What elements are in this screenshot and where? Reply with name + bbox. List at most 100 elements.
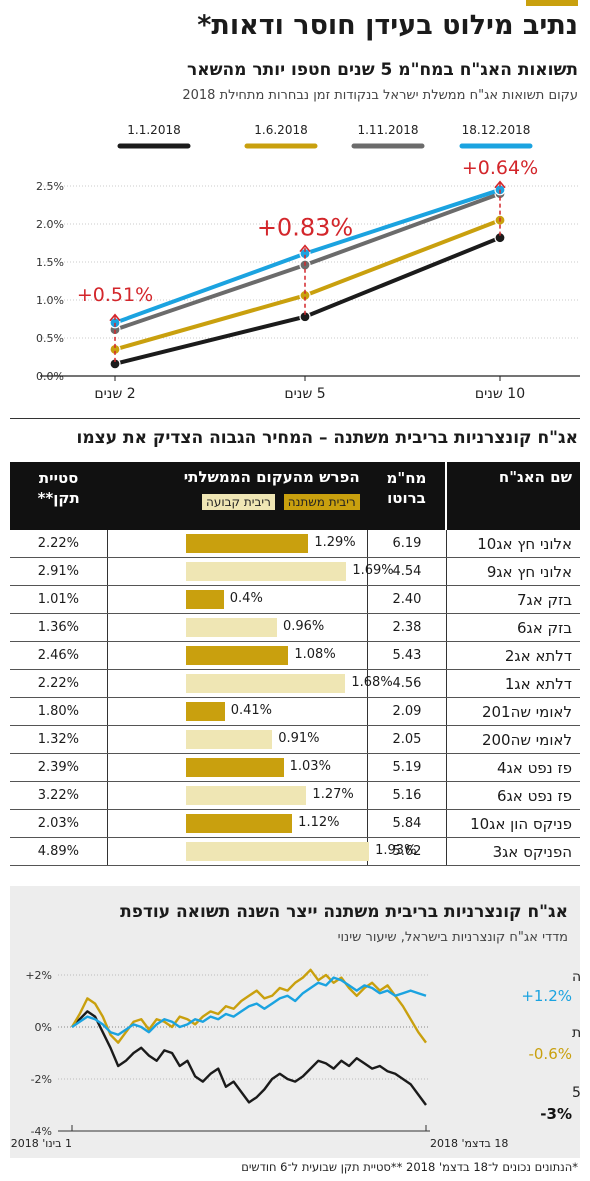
diff-label: 1.69% bbox=[352, 563, 394, 578]
bond-name: דלתא אג1 bbox=[445, 669, 580, 698]
bond-diff-cell: 0.41% bbox=[106, 697, 368, 726]
legend-label-1: 1.11.2018 bbox=[357, 123, 418, 137]
y-tick-label: 0.5% bbox=[36, 332, 64, 345]
bond-diff-cell: 1.12% bbox=[106, 809, 368, 838]
bond-gross: 5.19 bbox=[367, 753, 447, 782]
top-chart-subtitle: עקום תשואות אג"ח ממשלת ישראל בנקודות זמן… bbox=[182, 88, 578, 103]
legend-float: ריבית משתנה bbox=[283, 494, 360, 510]
table-row: דלתא אג1 4.56 1.68% 2.22% bbox=[10, 669, 580, 698]
bond-std-dev: 2.22% bbox=[10, 530, 108, 558]
bond-name: הפניקס אג3 bbox=[445, 837, 580, 866]
bond-diff-cell: 1.08% bbox=[106, 641, 368, 670]
diff-bar bbox=[185, 842, 370, 861]
change-annotation: +0.64% bbox=[462, 157, 538, 179]
bond-std-dev: 2.39% bbox=[10, 753, 108, 782]
bond-name: בזק אג6 bbox=[445, 613, 580, 642]
yield-curve-chart: 18.12.20181.11.20181.6.20181.1.20180.0%0… bbox=[36, 123, 580, 402]
bond-gross: 2.09 bbox=[367, 697, 447, 726]
change-arrow-head bbox=[299, 244, 311, 253]
bond-gross: 4.56 bbox=[367, 669, 447, 698]
diff-label: 0.96% bbox=[282, 619, 325, 634]
bond-gross: 5.16 bbox=[367, 781, 447, 810]
diff-bar bbox=[185, 786, 307, 805]
diff-label: 0.91% bbox=[278, 731, 320, 746]
bond-std-dev: 1.80% bbox=[10, 697, 108, 726]
bond-name: פז נפט אג4 bbox=[445, 753, 580, 782]
diff-bar bbox=[185, 814, 293, 833]
bond-name: אלוני חץ אג9 bbox=[445, 557, 580, 586]
top-chart-title: תשואות האג"ח במח"מ 5 שנים חטפו יותר מהשא… bbox=[187, 60, 578, 80]
bond-gross: 2.05 bbox=[367, 725, 447, 754]
table-row: פז נפט אג6 5.16 1.27% 3.22% bbox=[10, 781, 580, 810]
diff-label: 1.29% bbox=[314, 535, 356, 550]
diff-bar bbox=[185, 730, 273, 749]
table-row: בזק אג6 2.38 0.96% 1.36% bbox=[10, 613, 580, 642]
table-row: לאומי שה201 2.09 0.41% 1.80% bbox=[10, 697, 580, 726]
bond-gross: 5.84 bbox=[367, 809, 447, 838]
bond-diff-cell: 1.69% bbox=[106, 557, 394, 586]
table-title: אג"ח קונצרניות בריבית משתנה – המחיר הגבו… bbox=[76, 428, 579, 448]
table-header-row: שם האג"ח מח"מ ברוטו הפרש מהעקום הממשלתי … bbox=[10, 462, 580, 530]
diff-label: 1.08% bbox=[294, 647, 336, 662]
series-label-2: תל בונד שקלי 50 bbox=[572, 1085, 580, 1101]
table-row: אלוני חץ אג10 6.19 1.29% 2.22% bbox=[10, 530, 580, 558]
x-label-end: 18 בדצמ' 2018 bbox=[430, 1137, 508, 1150]
diff-bar bbox=[185, 534, 309, 553]
y-tick-label: 1.0% bbox=[36, 294, 64, 307]
y-tick-label: +2% bbox=[25, 969, 52, 982]
legend-label-3: 1.1.2018 bbox=[127, 123, 180, 137]
x-tick-label: 10 שנים bbox=[475, 386, 525, 402]
bond-diff-cell: 1.29% bbox=[106, 530, 368, 558]
bond-std-dev: 2.03% bbox=[10, 809, 108, 838]
bond-gross: 4.54 bbox=[367, 557, 447, 586]
diff-bar bbox=[185, 646, 289, 665]
bond-std-dev: 2.22% bbox=[10, 669, 108, 698]
bond-name: פניקס הון אג10 bbox=[445, 809, 580, 838]
index-chart-subtitle: מדדי אג"ח קונצרניות בישראל, שיעור שינוי bbox=[337, 930, 568, 945]
bond-gross: 2.40 bbox=[367, 585, 447, 614]
bond-gross: 5.62 bbox=[367, 837, 447, 866]
series-final-1: -0.6% bbox=[528, 1045, 572, 1063]
change-annotation: +0.51% bbox=[77, 284, 153, 306]
table-row: הפניקס אג3 5.62 1.93% 4.89% bbox=[10, 837, 580, 866]
diff-bar bbox=[185, 618, 277, 637]
bond-name: לאומי שה201 bbox=[445, 697, 580, 726]
bond-diff-cell: 1.93% bbox=[106, 837, 416, 866]
y-tick-label: 2.5% bbox=[36, 180, 64, 193]
header-name: שם האג"ח bbox=[445, 462, 580, 530]
bond-std-dev: 2.46% bbox=[10, 641, 108, 670]
bond-diff-cell: 0.4% bbox=[106, 585, 368, 614]
bond-std-dev: 1.36% bbox=[10, 613, 108, 642]
bond-std-dev: 1.01% bbox=[10, 585, 108, 614]
diff-bar bbox=[185, 758, 284, 777]
index-chart-title: אג"ח קונצרניות בריבית משתנה ייצר השנה תש… bbox=[120, 902, 568, 922]
table-row: לאומי שה200 2.05 0.91% 1.32% bbox=[10, 725, 580, 754]
diff-label: 1.03% bbox=[289, 759, 331, 774]
header-dev: סטיית תקן** bbox=[10, 462, 108, 530]
diff-label: 0.41% bbox=[230, 703, 273, 718]
diff-label: 0.4% bbox=[229, 591, 263, 606]
legend-label-2: 1.6.2018 bbox=[254, 123, 307, 137]
index-chart: +2% 0% -2% -4%1 בינו' 2018 18 בדצמ' 2018 תל ב… bbox=[11, 968, 580, 1150]
bonds-table: שם האג"ח מח"מ ברוטו הפרש מהעקום הממשלתי … bbox=[10, 462, 580, 866]
diff-bar bbox=[185, 590, 224, 609]
x-tick-label: 2 שנים bbox=[94, 386, 135, 402]
series-final-2: -3% bbox=[540, 1105, 572, 1123]
section-divider bbox=[10, 418, 580, 419]
diff-bar bbox=[185, 674, 346, 693]
bond-std-dev: 1.32% bbox=[10, 725, 108, 754]
index-line-2 bbox=[71, 1010, 427, 1106]
bond-std-dev: 4.89% bbox=[10, 837, 108, 866]
diff-label: 1.12% bbox=[298, 815, 340, 830]
bond-name: לאומי שה200 bbox=[445, 725, 580, 754]
table-row: בזק אג7 2.40 0.4% 1.01% bbox=[10, 585, 580, 614]
bond-gross: 6.19 bbox=[367, 530, 447, 558]
y-tick-label: -4% bbox=[31, 1125, 52, 1138]
change-annotation: +0.83% bbox=[257, 214, 353, 242]
x-tick-label: 5 שנים bbox=[284, 386, 325, 402]
header-diff: הפרש מהעקום הממשלתי ריבית משתנה ריבית קב… bbox=[107, 462, 368, 530]
bond-diff-cell: 0.96% bbox=[106, 613, 368, 642]
table-row: פניקס הון אג10 5.84 1.12% 2.03% bbox=[10, 809, 580, 838]
bond-diff-cell: 1.03% bbox=[106, 753, 368, 782]
y-tick-label: 1.5% bbox=[36, 256, 64, 269]
